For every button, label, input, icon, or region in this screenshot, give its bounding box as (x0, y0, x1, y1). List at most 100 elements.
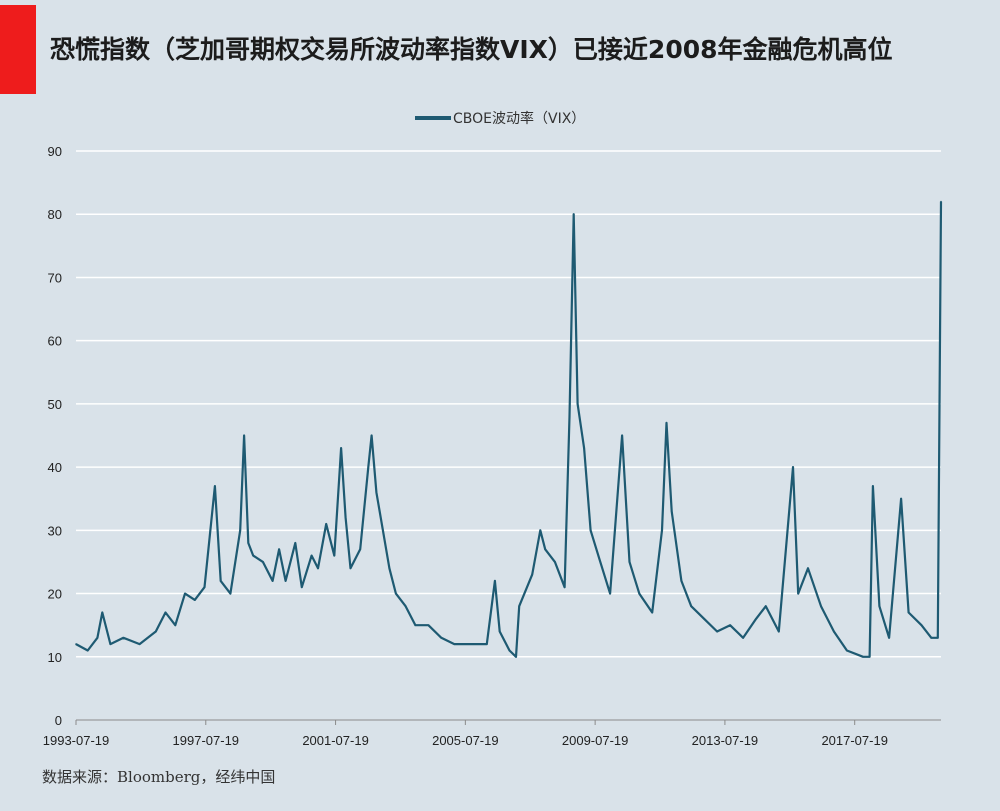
y-tick-label: 80 (48, 207, 62, 222)
data-point (370, 434, 373, 437)
data-point (621, 434, 623, 437)
data-point (349, 567, 352, 570)
data-point (755, 618, 757, 620)
y-tick-label: 50 (48, 397, 62, 412)
data-point (531, 573, 533, 576)
data-point (518, 605, 520, 607)
data-point (833, 630, 835, 633)
x-tick-label: 1993-07-19 (43, 733, 110, 748)
y-tick-label: 40 (48, 460, 62, 475)
data-point (888, 637, 890, 639)
data-point (174, 624, 177, 626)
data-point (301, 586, 303, 588)
y-tick-label: 90 (48, 144, 62, 159)
data-point (878, 605, 881, 607)
data-point (247, 542, 250, 544)
data-point (930, 637, 933, 639)
source-note: 数据来源：Bloomberg，经纬中国 (42, 768, 276, 786)
data-point (382, 529, 384, 532)
data-point (486, 643, 488, 645)
data-point (920, 624, 923, 626)
legend-label: CBOE波动率（VIX） (453, 111, 586, 127)
x-tick-label: 2009-07-19 (562, 733, 629, 748)
data-point (404, 605, 407, 607)
legend: CBOE波动率（VIX） (415, 108, 585, 128)
series-line-vix (75, 201, 943, 658)
data-point (310, 554, 313, 557)
data-point (252, 554, 254, 557)
data-point (203, 586, 206, 588)
data-point (109, 643, 112, 645)
data-point (164, 611, 167, 614)
y-tick-label: 10 (48, 650, 62, 665)
data-point (680, 580, 683, 582)
data-point (96, 637, 99, 639)
data-point (797, 592, 799, 595)
data-point (138, 643, 141, 645)
data-point (229, 592, 232, 595)
data-point (498, 630, 501, 633)
data-point (846, 649, 848, 652)
y-axis: 0 10 20 30 40 50 60 70 80 90 (48, 144, 62, 728)
data-point (544, 548, 546, 551)
data-point (554, 561, 556, 563)
data-point (75, 643, 77, 645)
x-tick-label: 2013-07-19 (692, 733, 759, 748)
data-point (729, 624, 731, 626)
data-point (101, 611, 104, 614)
data-point (333, 554, 336, 557)
data-point (427, 624, 430, 626)
data-point (742, 637, 744, 639)
data-point (690, 605, 692, 607)
data-point (359, 548, 362, 551)
data-point (375, 491, 378, 494)
y-tick-label: 70 (48, 270, 62, 285)
data-point (703, 618, 705, 620)
data-point (508, 649, 511, 652)
data-point (194, 599, 196, 601)
data-point (576, 403, 579, 405)
grid-lines (76, 150, 941, 658)
data-point (907, 611, 910, 614)
data-point (599, 561, 602, 563)
x-axis: 1993-07-19 1997-07-19 2001-07-19 2005-07-19… (43, 719, 941, 748)
data-point (262, 561, 264, 563)
data-point (278, 548, 280, 551)
data-point (155, 630, 157, 633)
data-point (317, 567, 319, 570)
data-point (628, 561, 631, 563)
x-tick-label: 1997-07-19 (173, 733, 240, 748)
data-point (414, 624, 417, 626)
data-point (792, 466, 794, 468)
data-point (807, 567, 809, 570)
data-point (778, 630, 780, 633)
y-tick-label: 0 (55, 713, 62, 728)
data-point (638, 592, 641, 595)
x-tick-label: 2017-07-19 (821, 733, 888, 748)
series-layer (75, 200, 943, 658)
data-point (716, 630, 718, 633)
data-point (494, 580, 496, 582)
data-point (325, 523, 328, 525)
data-point (572, 213, 575, 215)
data-point (872, 485, 874, 487)
data-point (271, 580, 274, 582)
data-point (820, 605, 822, 607)
data-point (453, 643, 456, 645)
data-point (294, 542, 297, 544)
data-point (940, 200, 942, 203)
x-tick-label: 2001-07-19 (302, 733, 369, 748)
data-point (340, 447, 342, 449)
data-point (122, 637, 125, 639)
data-point (937, 637, 939, 639)
data-point (583, 447, 585, 449)
data-point (900, 497, 902, 500)
y-tick-label: 60 (48, 334, 62, 349)
data-point (765, 605, 767, 607)
data-point (184, 592, 186, 595)
data-point (219, 580, 222, 582)
data-point (515, 656, 517, 658)
data-point (388, 567, 391, 570)
